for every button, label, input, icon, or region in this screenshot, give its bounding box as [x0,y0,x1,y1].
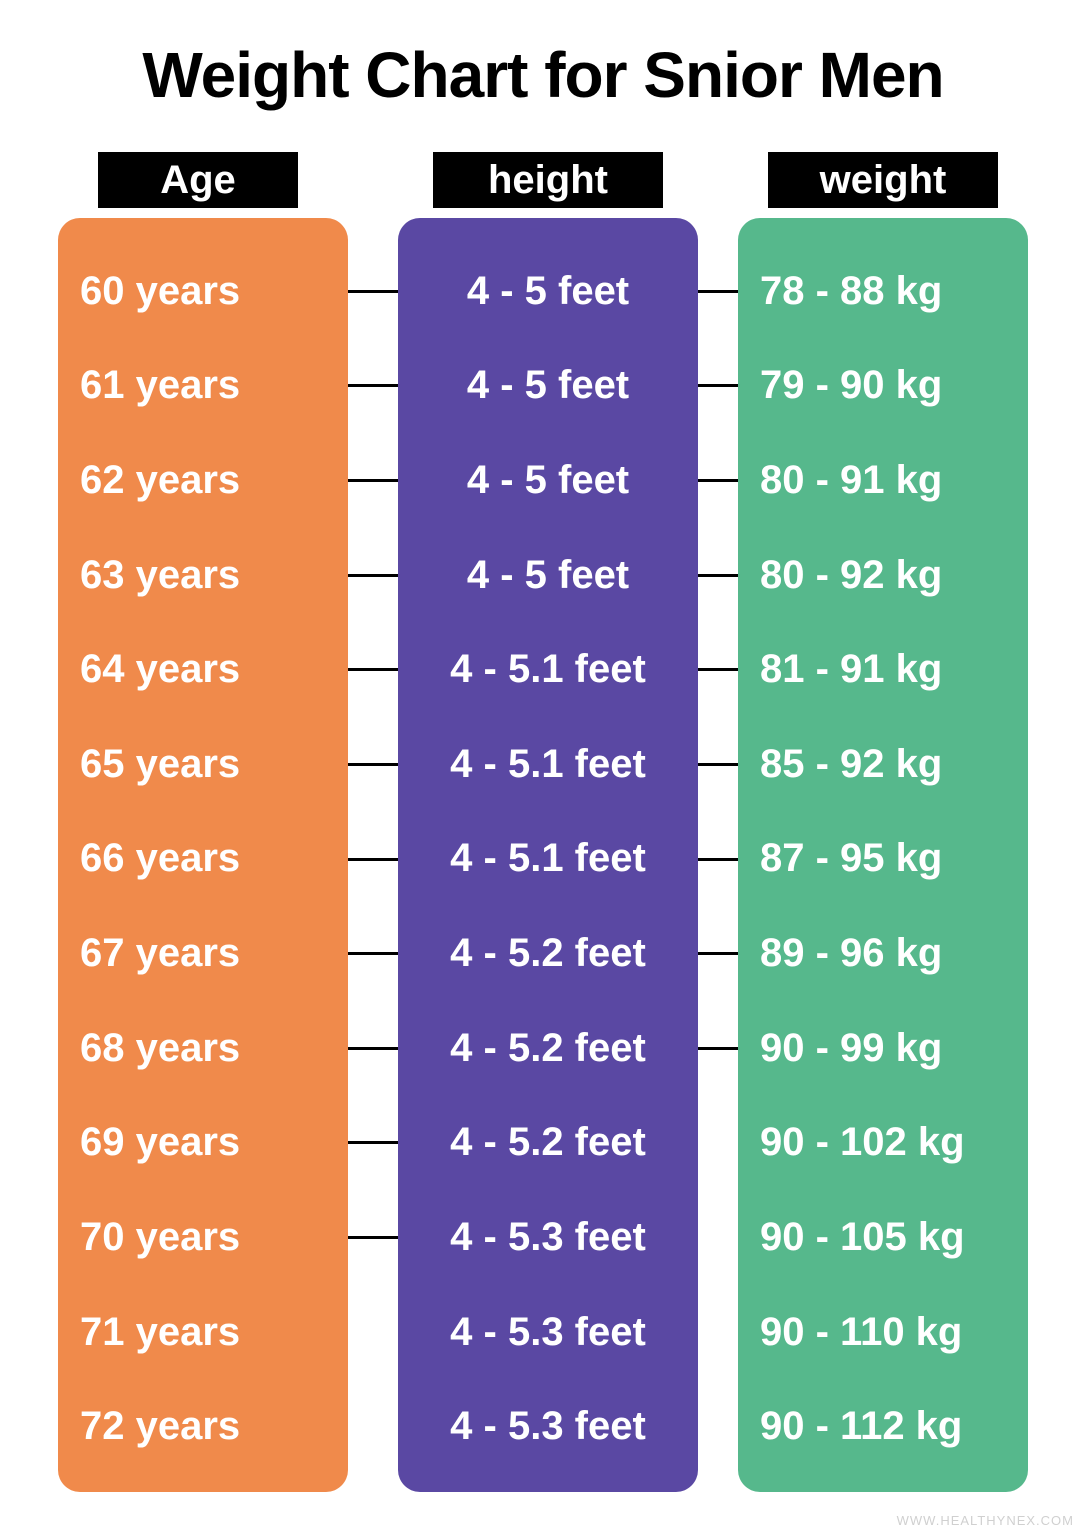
weight-cell: 80 - 92 kg [738,528,1028,623]
height-cell: 4 - 5.1 feet [398,717,698,812]
age-cell: 69 years [58,1095,348,1190]
weight-cell: 90 - 110 kg [738,1285,1028,1380]
age-cell: 61 years [58,339,348,434]
age-cell: 65 years [58,717,348,812]
height-cell: 4 - 5.3 feet [398,1190,698,1285]
weight-cell: 87 - 95 kg [738,812,1028,907]
chart-title: Weight Chart for Snior Men [0,0,1086,112]
weight-cell: 89 - 96 kg [738,906,1028,1001]
age-cell: 67 years [58,906,348,1001]
height-cell: 4 - 5.2 feet [398,1095,698,1190]
age-cell: 72 years [58,1379,348,1474]
height-cell: 4 - 5.2 feet [398,1001,698,1096]
height-cell: 4 - 5.1 feet [398,812,698,907]
age-cell: 63 years [58,528,348,623]
age-cell: 70 years [58,1190,348,1285]
height-cell: 4 - 5.3 feet [398,1285,698,1380]
age-cell: 64 years [58,622,348,717]
weight-column: 78 - 88 kg79 - 90 kg80 - 91 kg80 - 92 kg… [738,218,1028,1492]
height-cell: 4 - 5 feet [398,528,698,623]
chart-area: Age height weight 60 years61 years62 yea… [58,152,1028,1492]
columns: 60 years61 years62 years63 years64 years… [58,218,1028,1492]
weight-cell: 78 - 88 kg [738,244,1028,339]
header-age: Age [98,152,298,208]
height-cell: 4 - 5.2 feet [398,906,698,1001]
height-column: 4 - 5 feet4 - 5 feet4 - 5 feet4 - 5 feet… [398,218,698,1492]
age-cell: 62 years [58,433,348,528]
weight-cell: 90 - 105 kg [738,1190,1028,1285]
height-cell: 4 - 5 feet [398,339,698,434]
age-cell: 66 years [58,812,348,907]
age-cell: 71 years [58,1285,348,1380]
age-cell: 68 years [58,1001,348,1096]
age-cell: 60 years [58,244,348,339]
weight-cell: 90 - 112 kg [738,1379,1028,1474]
weight-cell: 80 - 91 kg [738,433,1028,528]
weight-cell: 90 - 99 kg [738,1001,1028,1096]
weight-cell: 79 - 90 kg [738,339,1028,434]
height-cell: 4 - 5 feet [398,433,698,528]
height-cell: 4 - 5 feet [398,244,698,339]
height-cell: 4 - 5.1 feet [398,622,698,717]
column-headers: Age height weight [58,152,1028,208]
weight-cell: 81 - 91 kg [738,622,1028,717]
weight-cell: 85 - 92 kg [738,717,1028,812]
weight-cell: 90 - 102 kg [738,1095,1028,1190]
header-weight: weight [768,152,998,208]
height-cell: 4 - 5.3 feet [398,1379,698,1474]
age-column: 60 years61 years62 years63 years64 years… [58,218,348,1492]
watermark: WWW.HEALTHYNEX.COM [897,1513,1074,1528]
header-height: height [433,152,663,208]
